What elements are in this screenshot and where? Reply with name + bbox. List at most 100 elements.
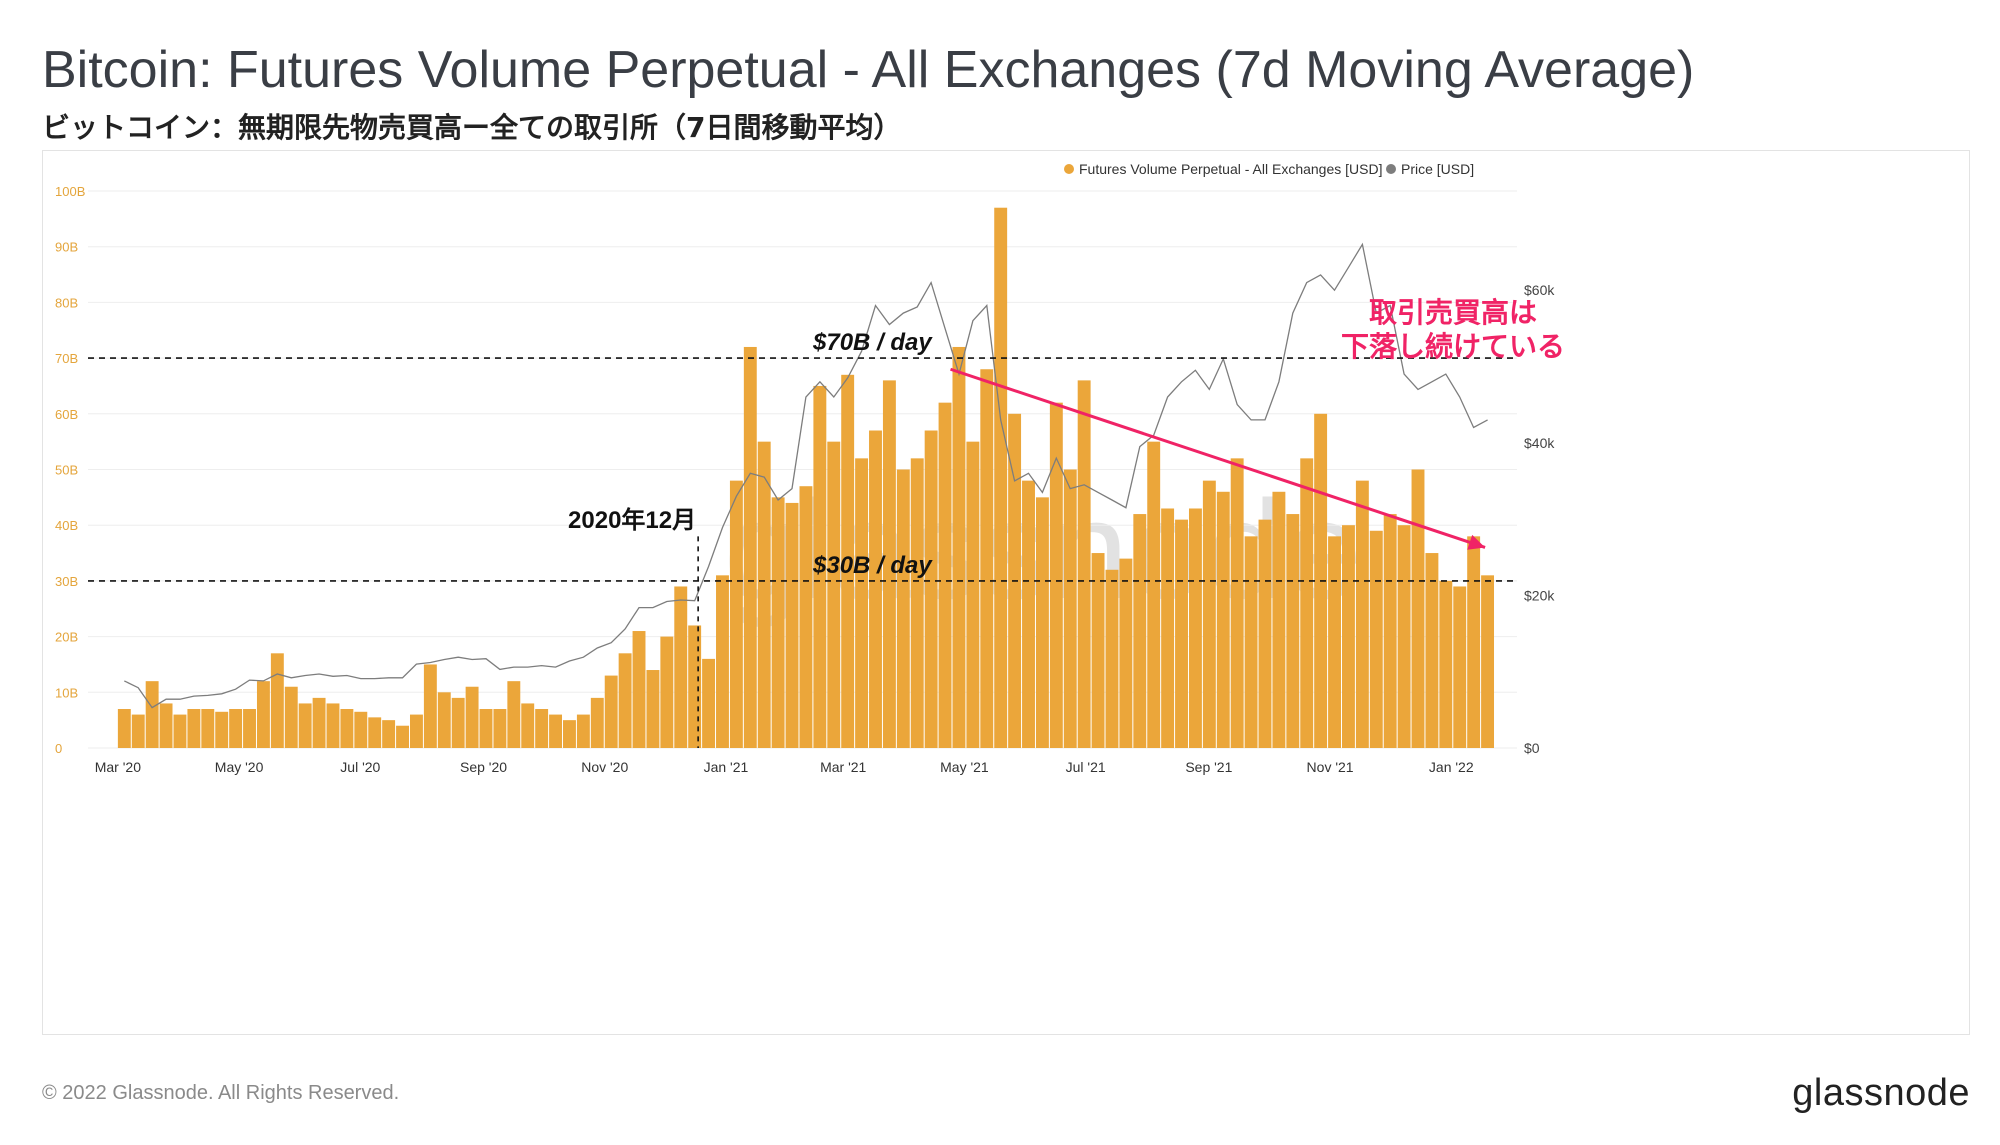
volume-bar <box>1300 458 1314 748</box>
volume-bar <box>1105 569 1119 748</box>
volume-bar <box>1230 458 1244 748</box>
volume-bar <box>1328 536 1341 748</box>
x-tick-label: Jan '21 <box>704 759 749 775</box>
volume-bar <box>1049 402 1063 748</box>
volume-bar <box>632 631 646 748</box>
volume-bar <box>1397 525 1411 748</box>
page-subtitle: ビットコイン：無期限先物売買高ー全ての取引所（7日間移動平均） <box>42 111 902 144</box>
volume-bar <box>1161 508 1175 748</box>
volume-bar <box>465 686 479 748</box>
price-line <box>124 242 1488 709</box>
x-tick-label: Jan '22 <box>1429 759 1474 775</box>
volume-bar <box>1481 575 1495 748</box>
x-tick-label: May '21 <box>940 759 989 775</box>
volume-bar <box>924 430 938 748</box>
volume-bar <box>1383 514 1397 748</box>
volume-bar <box>702 658 716 748</box>
volume-bar <box>326 703 340 748</box>
volume-bar <box>576 714 590 748</box>
volume-bar <box>1077 380 1091 748</box>
trend-note-line: 下落し続けている <box>1341 330 1565 362</box>
volume-bar <box>674 586 688 748</box>
volume-bar <box>841 374 855 748</box>
y-left-tick-label: 0 <box>55 741 62 756</box>
volume-bar <box>994 207 1008 749</box>
x-tick-label: Sep '20 <box>460 759 507 775</box>
volume-bar <box>1035 497 1049 748</box>
volume-bar <box>855 458 869 748</box>
legend: Futures Volume Perpetual - All Exchanges… <box>1064 161 1474 177</box>
vline-label: 2020年12月 <box>568 506 696 534</box>
volume-bar <box>1355 480 1369 748</box>
glassnode-logo: glassnode <box>1792 1072 1970 1114</box>
volume-bar <box>938 402 952 748</box>
legend-price-dot <box>1386 164 1396 174</box>
volume-bar <box>256 681 270 748</box>
volume-bar <box>1216 491 1230 748</box>
volume-bar <box>340 709 354 748</box>
x-tick-label: Mar '20 <box>95 759 141 775</box>
volume-bar <box>409 714 423 748</box>
volume-bar <box>563 720 576 748</box>
volume-bar <box>1119 558 1133 748</box>
volume-bar <box>771 497 785 748</box>
volume-bar <box>1467 536 1481 748</box>
y-right-tick-label: $20k <box>1524 587 1555 603</box>
axes: 0 10B 20B 30B 40B 50B 60B 70B 80B 90B 100B $0 $20k $4… <box>55 184 1555 775</box>
y-left-tick-label: 50B <box>55 463 78 478</box>
volume-bar <box>660 636 674 748</box>
y-right-tick-label: $40k <box>1524 435 1555 451</box>
volume-bar <box>827 441 841 748</box>
chart-panel: glassnode 010B20B30B40B50B60B70B80B90B10… <box>42 150 1970 1035</box>
volume-bar <box>1453 586 1467 748</box>
volume-bar <box>757 441 771 748</box>
volume-bar <box>201 709 215 748</box>
volume-bar <box>493 709 507 748</box>
y-left-tick-label: 40B <box>55 518 78 533</box>
legend-volume-dot <box>1064 164 1074 174</box>
volume-bar <box>117 709 131 748</box>
volume-bar <box>173 714 187 748</box>
volume-bar <box>980 369 994 748</box>
volume-bar <box>1258 519 1272 748</box>
volume-bar <box>1286 514 1300 748</box>
volume-bar <box>284 686 298 748</box>
trend-arrow-line <box>950 367 1486 549</box>
volume-bar <box>368 717 382 748</box>
volume-bar <box>743 346 757 748</box>
volume-bar <box>270 653 284 748</box>
y-right-tick-label: $0 <box>1524 740 1540 756</box>
y-left-tick-label: 30B <box>55 574 78 589</box>
x-tick-label: Sep '21 <box>1185 759 1232 775</box>
volume-bar <box>423 664 437 748</box>
volume-bar <box>1147 441 1161 748</box>
volume-bar <box>187 709 201 748</box>
volume-bar <box>243 709 256 748</box>
volume-bar <box>131 714 145 748</box>
chart: glassnode 010B20B30B40B50B60B70B80B90B10… <box>55 161 1565 775</box>
volume-bar <box>688 625 702 748</box>
volume-bar <box>882 380 896 748</box>
volume-bar <box>521 703 535 748</box>
volume-bar <box>1133 514 1147 748</box>
volume-bar <box>437 692 451 748</box>
price-line-group <box>124 242 1488 709</box>
volume-bar <box>910 458 924 748</box>
volume-bar <box>1175 519 1188 748</box>
volume-bar <box>1411 469 1425 748</box>
volume-bar <box>785 502 799 748</box>
volume-bar <box>1439 580 1453 748</box>
trend-arrow-head <box>1467 534 1486 550</box>
volume-bar <box>159 703 173 748</box>
y-left-tick-label: 90B <box>55 240 78 255</box>
copyright-text: © 2022 Glassnode. All Rights Reserved. <box>42 1082 400 1104</box>
legend-price-label: Price [USD] <box>1401 161 1474 177</box>
volume-bar <box>1369 530 1383 748</box>
x-tick-label: Mar '21 <box>820 759 866 775</box>
volume-bar <box>716 575 729 748</box>
volume-bar <box>590 697 604 748</box>
volume-bar <box>1063 469 1077 748</box>
volume-bar <box>229 709 243 748</box>
y-left-tick-label: 10B <box>55 685 78 700</box>
volume-bar <box>869 430 882 748</box>
